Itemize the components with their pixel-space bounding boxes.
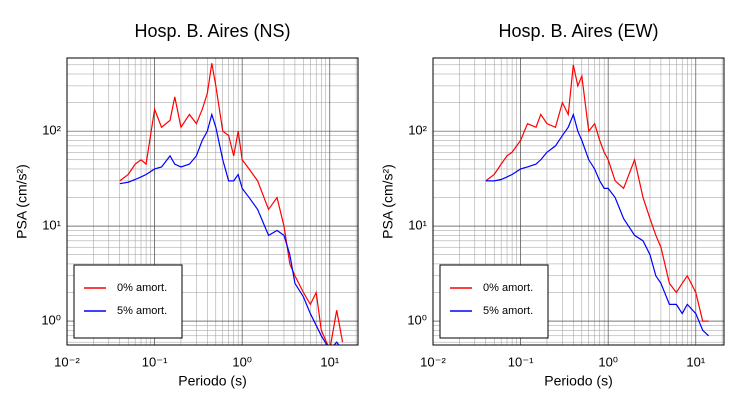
series-line — [485, 112, 709, 337]
y-tick-label: 10² — [408, 123, 427, 138]
legend-label: 0% amort. — [117, 282, 167, 294]
plot-frame — [432, 57, 725, 346]
chart-panel: 10⁻² 10⁻¹ 10⁰ 10¹ 10⁰ 10¹ 10² 0% amort. 5% amort… — [14, 21, 359, 389]
x-axis-label: Periodo (s) — [178, 373, 246, 389]
plot-frame — [66, 57, 359, 346]
chart-title: Hosp. B. Aires (EW) — [498, 21, 658, 41]
legend-label: 5% amort. — [117, 305, 167, 317]
legend-box — [439, 264, 549, 339]
x-tick-label: 10⁻¹ — [508, 354, 534, 369]
y-tick-label: 10¹ — [42, 218, 61, 233]
chart-panel: 10⁻² 10⁻¹ 10⁰ 10¹ 10⁰ 10¹ 10² 0% amort. 5% amort… — [380, 21, 725, 389]
x-tick-label: 10¹ — [686, 354, 705, 369]
x-tick-label: 10⁻² — [420, 354, 446, 369]
x-tick-label: 10⁻² — [54, 354, 80, 369]
series-line — [485, 64, 709, 322]
x-axis-label: Periodo (s) — [544, 373, 612, 389]
y-tick-label: 10⁰ — [41, 313, 61, 328]
x-tick-label: 10⁻¹ — [142, 354, 168, 369]
x-tick-label: 10⁰ — [598, 354, 618, 369]
legend-label: 5% amort. — [483, 305, 533, 317]
series-line — [119, 63, 344, 345]
y-axis-label: PSA (cm/s²) — [14, 164, 30, 239]
legend-box — [73, 264, 183, 339]
x-tick-label: 10¹ — [320, 354, 339, 369]
y-axis-label: PSA (cm/s²) — [380, 164, 396, 239]
y-tick-label: 10² — [42, 123, 61, 138]
legend-label: 0% amort. — [483, 282, 533, 294]
y-tick-label: 10⁰ — [407, 313, 427, 328]
y-tick-label: 10¹ — [408, 218, 427, 233]
series-line — [119, 112, 340, 345]
x-tick-label: 10⁰ — [232, 354, 252, 369]
chart-title: Hosp. B. Aires (NS) — [134, 21, 290, 41]
